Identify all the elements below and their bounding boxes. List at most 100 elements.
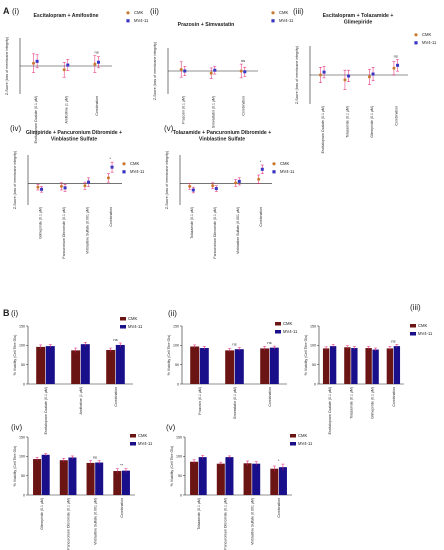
point-cmk-2 (93, 62, 97, 66)
significance-annotation-b-v: * (278, 458, 280, 463)
point-cmk-3 (257, 177, 261, 181)
x-tick-label-a-i: Escitalopram Oxalate (0.1 µM) (34, 96, 38, 143)
x-tick-label-b-ii: Prazosin (0.1 µM) (198, 387, 202, 415)
point-cmk-1 (59, 184, 63, 188)
panel-label-a-iii: (iii) (293, 7, 304, 16)
bar-cmk-3 (386, 348, 394, 384)
x-tick-label-b-ii: Simvastatin (0.1 µM) (233, 387, 237, 419)
point-cmk-0 (36, 185, 40, 189)
point-mv4-11-0 (40, 187, 44, 191)
point-mv4-11-2 (87, 180, 91, 184)
bar-mv4-11-2 (95, 462, 104, 495)
legend-swatch-mv4-11 (275, 330, 281, 334)
x-tick-label-a-iii: Escitalopram Oxalate (0.1 µM) (321, 106, 325, 153)
x-tick-label-a-iv: Glimepiride (0.1 µM) (38, 207, 42, 239)
point-cmk-2 (239, 69, 243, 73)
x-tick-label-b-iii: Escitalopram Oxalate (0.1 µM) (328, 387, 332, 434)
chart-a-i: (i) Escitalopram + Amifostine Z-Score (los… (5, 7, 149, 143)
x-tick-label-b-v: Vinblastine Sulfate (0.001 µM) (250, 498, 254, 545)
panel-label-b-ii: (ii) (168, 309, 177, 318)
point-mv4-11-2 (243, 70, 247, 74)
point-cmk-3 (392, 66, 396, 70)
legend-swatch-cmk (122, 162, 126, 166)
bar-cmk-2 (243, 463, 252, 495)
legend-label-mv4-11: MV4-11 (422, 40, 437, 45)
point-mv4-11-0 (35, 59, 39, 63)
x-tick-label-b-iii: Glimepiride (0.1 µM) (371, 387, 375, 419)
y-axis-label-a-iii: Z-Score (loss of membrane integrity) (295, 46, 299, 104)
bar-cmk-3 (270, 468, 279, 495)
y-tick-label-b-iii: 50 (312, 363, 316, 367)
chart-b-iii: (iii) % Viability (Cell Titre Glo) 0 50 100 1… (304, 303, 433, 434)
point-mv4-11-0 (322, 70, 326, 74)
point-mv4-11-1 (213, 68, 217, 72)
bar-cmk-0 (33, 459, 42, 495)
y-axis-label-b-i: % Viability (Cell Titre Glo) (13, 335, 17, 376)
bar-mv4-11-0 (329, 346, 337, 384)
point-cmk-0 (32, 61, 36, 65)
legend-swatch-cmk (275, 322, 281, 326)
x-tick-label-b-iv: Pancuronium Dibromide (0.1 µM) (67, 498, 71, 550)
chart-title-a-iv: Glimpiride + Pancuronium Dibromide + Vinb… (26, 130, 122, 143)
y-tick-label-b-iv: 50 (21, 474, 25, 478)
point-mv4-11-2 (371, 72, 375, 76)
x-tick-label-a-iii: Tolazamide (0.1 µM) (345, 106, 349, 138)
legend-b-iii: CMK MV4-11 (410, 323, 433, 336)
legend-label-mv4-11: MV4-11 (138, 441, 153, 446)
x-tick-label-b-i: Amifostine (1 µM) (79, 387, 83, 415)
panel-label-a-i: (i) (12, 7, 19, 16)
y-axis-label-a-iv: Z-Score (loss of membrane integrity) (13, 151, 17, 209)
legend-swatch-cmk (271, 11, 275, 15)
y-tick-label-b-iv: 0 (23, 493, 25, 497)
legend-label-cmk: CMK (422, 32, 432, 37)
y-tick-label-b-i: 150 (19, 324, 25, 328)
significance-annotation-a-iii: ns (394, 54, 398, 59)
point-mv4-11-0 (183, 69, 187, 73)
bar-cmk-2 (260, 348, 270, 384)
x-tick-label-a-v: Combination (259, 207, 263, 227)
legend-a-i: CMK MV4-11 (126, 10, 149, 23)
bar-mv4-11-2 (252, 463, 261, 495)
x-tick-label-a-ii: Prazosin (0.1 µM) (182, 96, 186, 124)
significance-annotation-a-iv: * (109, 156, 111, 161)
point-cmk-0 (318, 73, 322, 77)
point-mv4-11-1 (347, 74, 351, 78)
y-axis-label-b-v: % Viability (Cell Titre Glo) (170, 446, 174, 487)
y-tick-label-b-v: 50 (178, 474, 182, 478)
legend-swatch-mv4-11 (122, 170, 126, 174)
bar-cmk-0 (190, 461, 199, 495)
point-cmk-1 (62, 68, 66, 72)
x-tick-label-b-v: Tolazamide (0.1 µM) (197, 498, 201, 530)
legend-b-v: CMK MV4-11 (290, 433, 313, 446)
bar-cmk-3 (113, 471, 122, 495)
chart-b-iv: (iv) % Viability (Cell Titre Glo) 0 50 100 15… (11, 423, 153, 550)
legend-label-cmk: CMK (280, 161, 290, 166)
point-mv4-11-3 (396, 63, 400, 67)
legend-swatch-cmk (414, 33, 418, 37)
legend-swatch-mv4-11 (271, 19, 275, 23)
x-tick-label-b-iv: Combination (120, 498, 124, 518)
legend-label-cmk: CMK (128, 316, 138, 321)
point-cmk-0 (179, 67, 183, 71)
point-mv4-11-2 (237, 179, 241, 183)
section-label-b: B (3, 308, 10, 318)
bar-cmk-1 (71, 350, 81, 384)
y-tick-label-b-ii: 150 (173, 324, 179, 328)
legend-swatch-mv4-11 (120, 325, 126, 329)
chart-a-iv: (iv) Glimpiride + Pancuronium Dibromide +… (10, 124, 145, 259)
bar-cmk-2 (365, 348, 372, 384)
bar-mv4-11-1 (68, 457, 77, 495)
panel-label-a-iv: (iv) (10, 124, 21, 133)
point-cmk-2 (367, 75, 371, 79)
panel-label-b-iii: (iii) (410, 303, 421, 312)
y-tick-label-b-iii: 100 (310, 344, 316, 348)
bar-mv4-11-0 (199, 348, 209, 384)
chart-title-a-iii: Escitalopram + Tolazamide + Glimepiride (323, 13, 394, 26)
legend-label-mv4-11: MV4-11 (298, 441, 313, 446)
x-tick-label-b-iii: Tolazamide (0.1 µM) (349, 387, 353, 419)
point-mv4-11-3 (110, 165, 114, 169)
significance-annotation-b-i: ns (113, 337, 117, 342)
y-axis-label-a-i: Z-Score (loss of membrane integrity) (5, 37, 9, 95)
point-cmk-3 (106, 176, 110, 180)
bar-cmk-0 (36, 346, 46, 384)
